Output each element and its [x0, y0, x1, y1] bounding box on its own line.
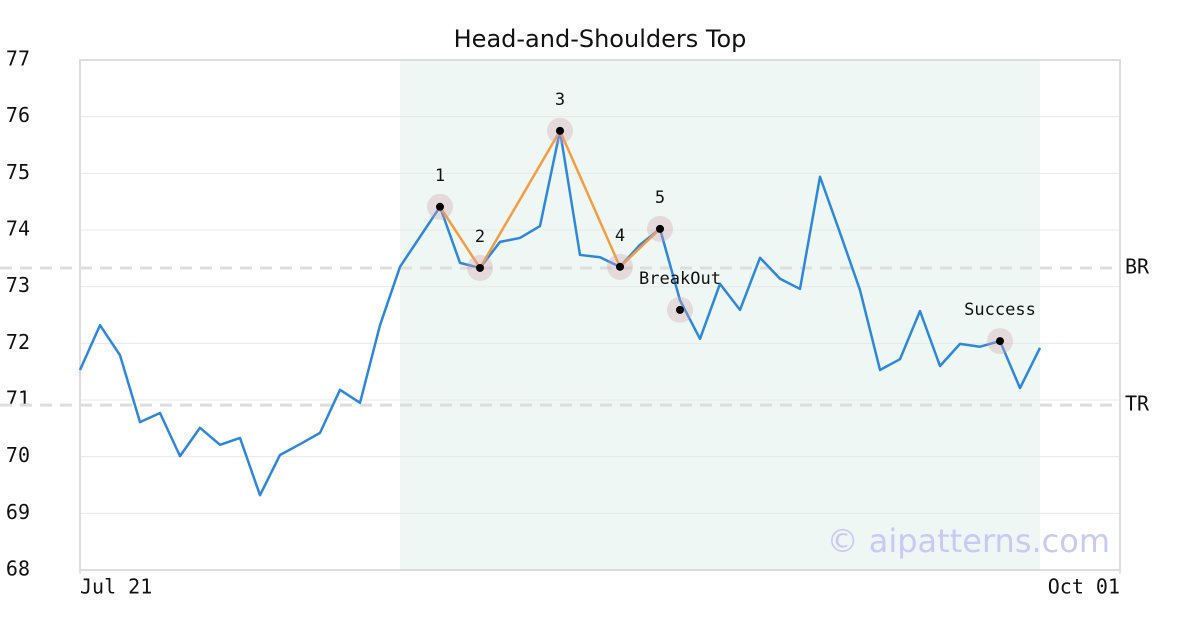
y-tick-label: 73: [6, 273, 30, 297]
point-dot: [656, 224, 664, 233]
point-label: 3: [555, 90, 565, 110]
point-dot: [676, 305, 684, 314]
point-label: 1: [435, 166, 445, 186]
point-dot: [996, 337, 1004, 346]
y-tick-label: 69: [6, 500, 30, 524]
y-tick-label: 68: [6, 557, 30, 581]
watermark: © aipatterns.com: [827, 522, 1110, 560]
point-dot: [556, 126, 564, 135]
highlight-region: [400, 60, 1040, 570]
point-label: 4: [615, 226, 625, 246]
point-label: BreakOut: [639, 269, 721, 289]
y-tick-label: 75: [6, 160, 30, 184]
plot-border: [79, 59, 1121, 571]
y-tick-label: 77: [6, 47, 30, 71]
point-label: 5: [655, 188, 665, 208]
x-tick-label: Oct 01: [1048, 575, 1120, 599]
y-tick-label: 74: [6, 217, 30, 241]
y-tick-label: 72: [6, 330, 30, 354]
y-tick-label: 76: [6, 103, 30, 127]
level-label: BR: [1125, 254, 1150, 278]
point-dot: [476, 263, 484, 272]
point-dot: [436, 202, 444, 211]
point-label: Success: [964, 300, 1036, 320]
y-tick-label: 70: [6, 443, 30, 467]
y-tick-label: 71: [6, 387, 30, 411]
x-tick-label: Jul 21: [80, 575, 152, 599]
level-label: TR: [1125, 392, 1150, 416]
point-dot: [616, 262, 624, 271]
chart-title: Head-and-Shoulders Top: [454, 25, 747, 53]
point-label: 2: [475, 227, 485, 247]
